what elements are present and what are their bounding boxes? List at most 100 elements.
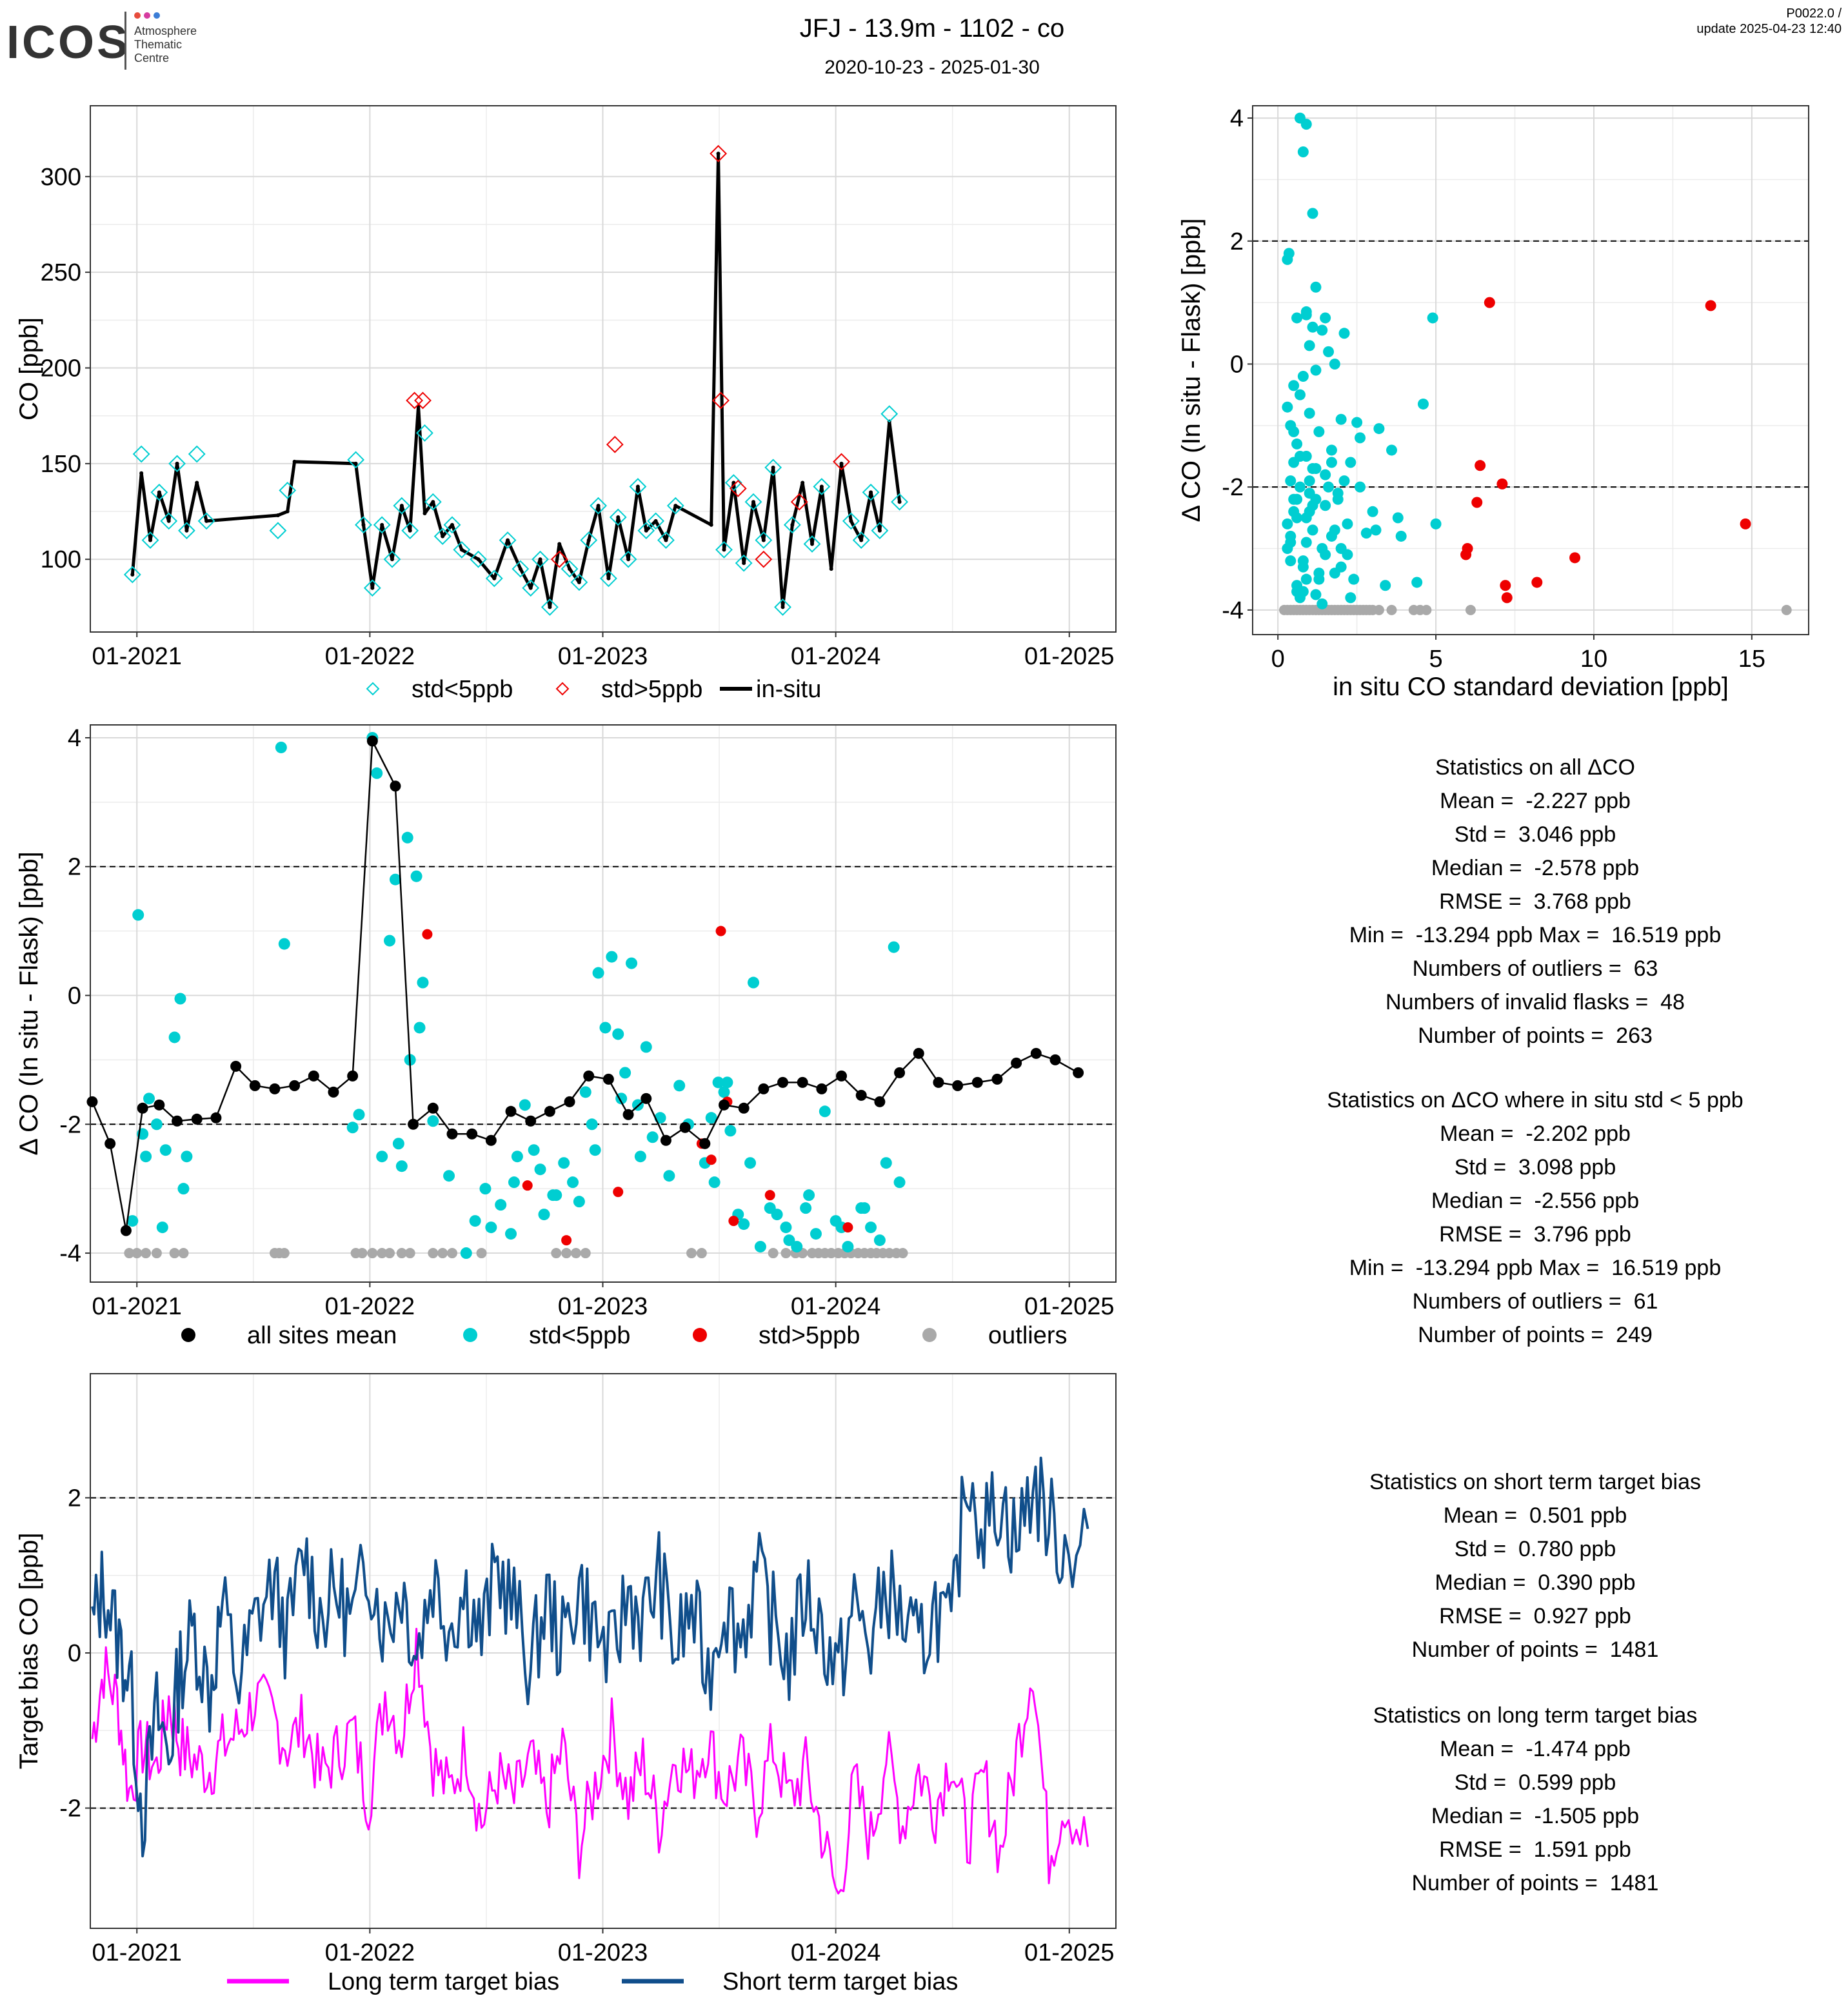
- std-lt5-point: [1351, 417, 1363, 428]
- std-lt5-diamond: [123, 566, 141, 584]
- legend-key-std-lt5: [366, 682, 380, 696]
- std-lt5-point: [1430, 518, 1442, 529]
- icos-logo-graphic: ICOS Atmosphere Thematic Centre: [6, 12, 197, 70]
- std-lt5-point: [410, 870, 422, 882]
- in-situ-point: [800, 480, 805, 485]
- all-sites-mean-line: [91, 740, 1079, 1232]
- std-lt5-point: [893, 1176, 906, 1189]
- std-gt5-point: [706, 1154, 717, 1165]
- all-sites-mean-point: [466, 1128, 478, 1140]
- all-sites-mean-point: [699, 1138, 711, 1149]
- std-lt5-diamond: [433, 528, 452, 546]
- std-lt5-diamond: [197, 512, 215, 530]
- co-timeseries-chart: 100 150 200 250 300 01-2021 01-2022 01-2023 01-2…: [15, 105, 1117, 703]
- outlier-point: [437, 1248, 448, 1259]
- icos-logo: ICOS Atmosphere Thematic Centre: [6, 8, 219, 72]
- stats-std-title: Statistics on ΔCO where in situ std < 5 …: [1327, 1088, 1744, 1112]
- std-lt5-point: [705, 1112, 717, 1124]
- std-lt5-diamond: [168, 455, 186, 473]
- std-lt5-point: [174, 993, 186, 1005]
- std-lt5-point: [469, 1215, 481, 1227]
- std-lt5-point: [1392, 512, 1404, 524]
- outlier-point: [357, 1248, 368, 1259]
- std-gt5-diamond: [755, 550, 773, 568]
- std-lt5-point: [132, 909, 144, 921]
- std-lt5-point: [346, 1122, 359, 1134]
- std-lt5-point: [1307, 321, 1318, 333]
- in-situ-point: [849, 519, 853, 523]
- all-sites-mean-point: [210, 1112, 222, 1123]
- in-situ-point: [859, 538, 864, 542]
- x-tick-label: 15: [1738, 646, 1765, 673]
- std-lt5-diamond: [755, 531, 773, 549]
- std-lt5-point: [1380, 580, 1391, 591]
- std-lt5-diamond: [177, 522, 195, 540]
- y-axis-label: Δ CO (In situ - Flask) [ppb]: [15, 851, 43, 1155]
- all-sites-mean-point: [427, 1102, 439, 1114]
- std-lt5-point: [150, 1118, 163, 1131]
- std-gt5-diamond: [550, 550, 568, 568]
- in-situ-point: [184, 528, 189, 533]
- date-range: 2020-10-23 - 2025-01-30: [824, 57, 1040, 78]
- std-lt5-point: [1282, 401, 1293, 413]
- std-lt5-point: [384, 934, 396, 947]
- std-lt5-point: [754, 1241, 766, 1253]
- all-sites-mean-point: [758, 1083, 770, 1094]
- std-lt5-point: [1307, 524, 1318, 536]
- all-sites-mean-point: [485, 1134, 497, 1146]
- std-lt5-diamond: [141, 531, 159, 549]
- std-lt5-diamond: [561, 560, 579, 578]
- std-lt5-point: [1427, 312, 1438, 324]
- stats-all-line: Number of points = 263: [1418, 1023, 1653, 1048]
- y-tick-label: 100: [41, 546, 81, 573]
- all-sites-mean-point: [269, 1083, 281, 1094]
- stats-all-line: Numbers of outliers = 63: [1412, 956, 1658, 981]
- std-lt5-diamond: [512, 560, 530, 578]
- all-sites-mean-point: [104, 1138, 116, 1149]
- std-lt5-point: [1355, 432, 1366, 444]
- in-situ-point: [742, 561, 746, 566]
- std-lt5-point: [880, 1157, 892, 1169]
- logo-dot-blue: [154, 12, 160, 19]
- legend-key-outliers: [922, 1328, 937, 1342]
- all-sites-mean-point: [347, 1070, 359, 1082]
- std-lt5-point: [592, 967, 604, 979]
- std-lt5-point: [819, 1105, 831, 1118]
- std-lt5-point: [1288, 493, 1300, 505]
- all-sites-mean-point: [564, 1096, 575, 1107]
- std-lt5-point: [519, 1099, 531, 1111]
- std-lt5-point: [803, 1189, 815, 1201]
- legend-label: Long term target bias: [328, 1968, 559, 1995]
- std-lt5-diamond: [355, 516, 372, 534]
- x-tick-label: 10: [1580, 646, 1607, 673]
- std-gt5-point: [728, 1216, 739, 1227]
- std-lt5-point: [606, 951, 618, 963]
- all-sites-mean-point: [230, 1060, 242, 1072]
- stats-std-line: Min = -13.294 ppb Max = 16.519 ppb: [1349, 1256, 1722, 1280]
- delta-vs-std-chart: -4 -2 0 2 4 0 5 10 15 Δ CO (In situ - Flask) [ppb…: [1177, 105, 1809, 701]
- legend-label: std>5ppb: [759, 1322, 860, 1349]
- std-lt5-point: [1285, 475, 1297, 487]
- std-lt5-point: [427, 1115, 439, 1127]
- long-term-bias-line: [91, 1628, 1089, 1895]
- in-situ-point: [538, 557, 542, 562]
- std-lt5-diamond: [401, 522, 419, 540]
- in-situ-point: [635, 484, 640, 489]
- stats-short-line: Median = 0.390 ppb: [1435, 1570, 1636, 1595]
- in-situ-point: [157, 490, 161, 495]
- stats-long-line: Std = 0.599 ppb: [1454, 1770, 1616, 1795]
- std-lt5-diamond: [619, 550, 637, 568]
- y-tick-label: 200: [41, 355, 81, 382]
- std-lt5-point: [353, 1109, 365, 1121]
- x-tick-label: 01-2021: [92, 643, 181, 670]
- outlier-point: [580, 1248, 591, 1259]
- y-tick-label: -2: [1222, 474, 1244, 501]
- all-sites-mean-point: [913, 1047, 924, 1059]
- std-lt5-diamond: [499, 531, 517, 549]
- short-term-bias-line: [91, 1456, 1089, 1857]
- in-situ-point: [606, 576, 611, 580]
- outlier-point: [1781, 604, 1792, 615]
- outlier-point: [476, 1248, 487, 1259]
- std-lt5-point: [1297, 146, 1309, 158]
- x-tick-label: 01-2024: [791, 1939, 880, 1966]
